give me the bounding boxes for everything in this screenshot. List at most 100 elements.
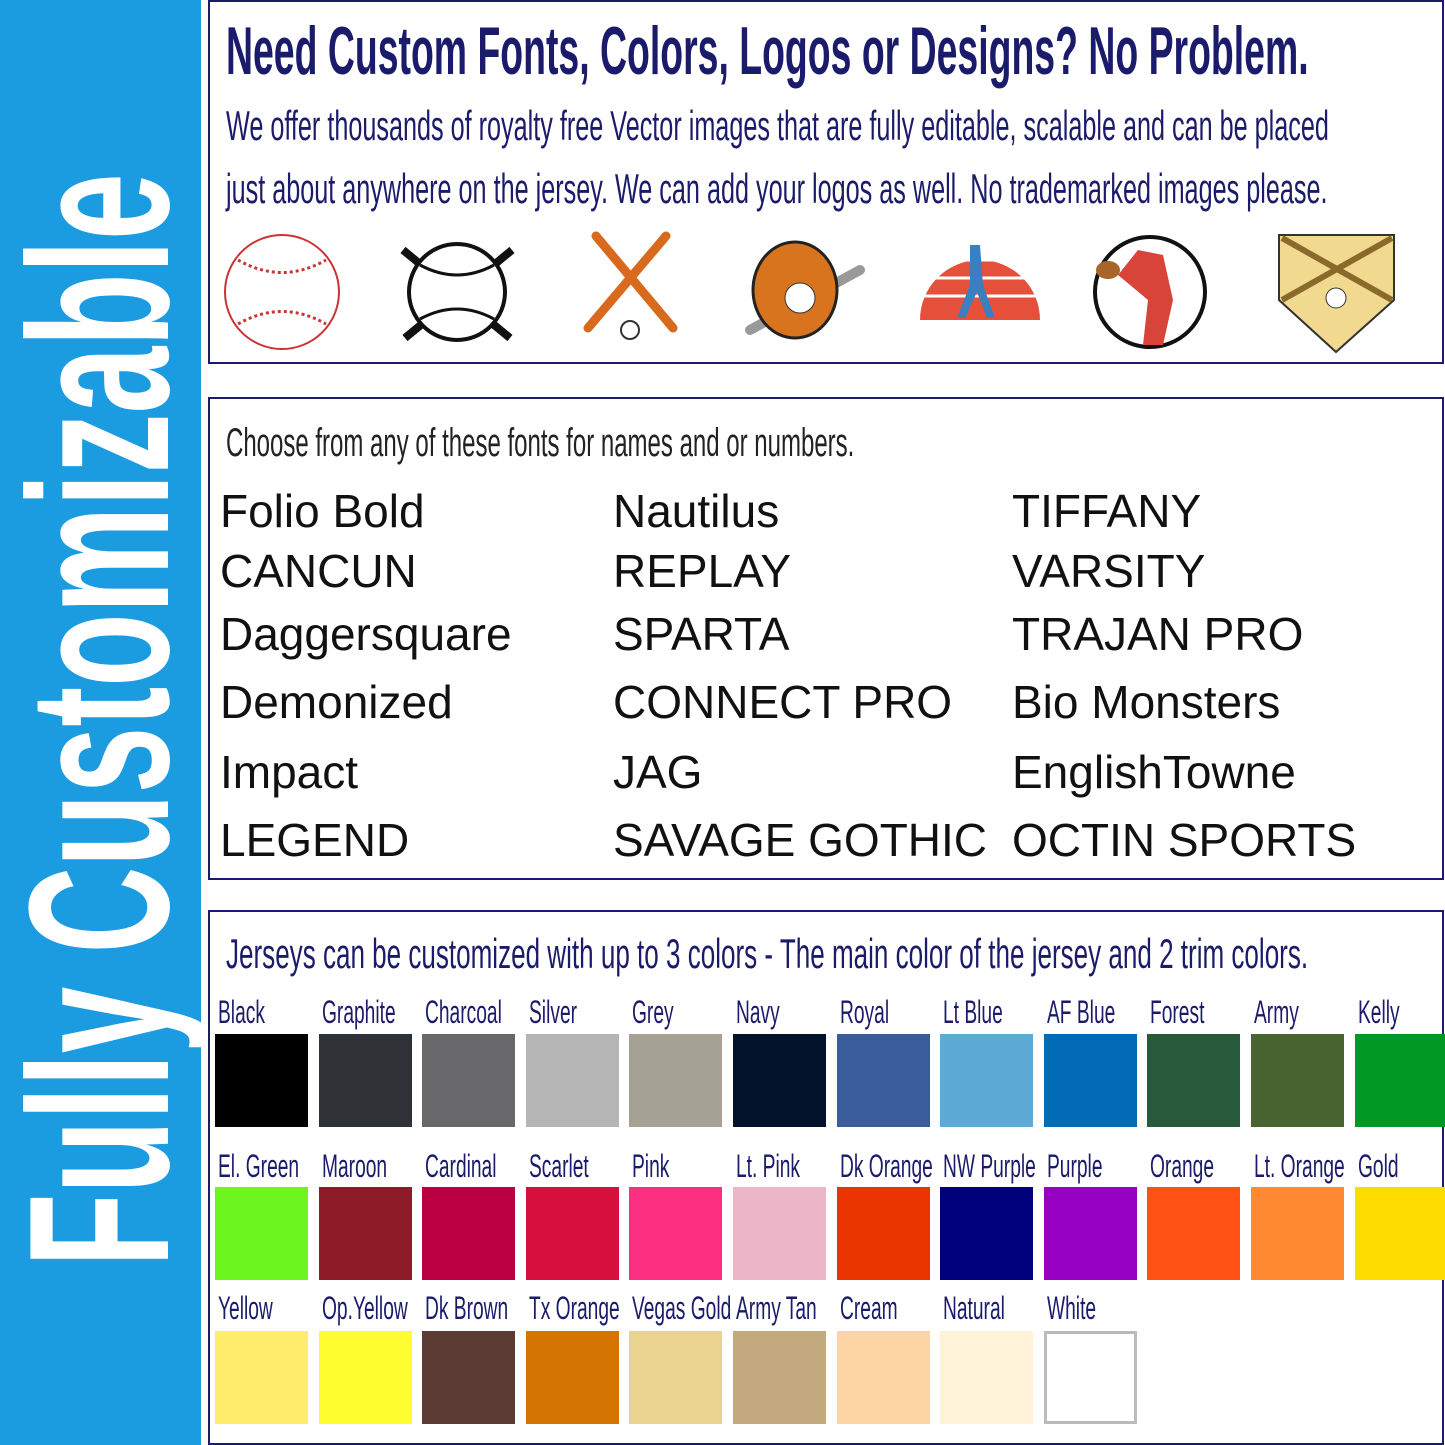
color-label: Vegas Gold — [632, 1290, 732, 1326]
color-swatch — [733, 1187, 826, 1280]
font-sample: CANCUN — [220, 545, 417, 597]
color-swatch — [733, 1034, 826, 1127]
font-sample: SAVAGE GOTHIC — [613, 814, 988, 866]
color-label: Op.Yellow — [321, 1290, 408, 1326]
colors-heading: Jerseys can be customized with up to 3 c… — [226, 930, 1309, 977]
color-label: Army — [1254, 994, 1299, 1030]
color-swatch — [422, 1034, 516, 1127]
color-label: Tx Orange — [528, 1290, 620, 1326]
color-label: Pink — [632, 1148, 670, 1184]
color-swatch — [1147, 1187, 1241, 1280]
color-swatch — [629, 1331, 723, 1424]
sidebar-banner: Fully Customizable — [0, 0, 211, 1445]
color-label: Kelly — [1357, 994, 1400, 1030]
custom-designs-panel: Need Custom Fonts, Colors, Logos or Desi… — [208, 0, 1444, 364]
glove-bat-icon — [745, 240, 865, 340]
color-label: Grey — [632, 994, 674, 1030]
description-line-1: We offer thousands of royalty free Vecto… — [226, 102, 1329, 149]
fonts-heading: Choose from any of these fonts for names… — [226, 421, 855, 465]
color-label: Maroon — [321, 1148, 387, 1184]
color-swatch — [525, 1034, 619, 1127]
description-line-2: just about anywhere on the jersey. We ca… — [226, 165, 1328, 212]
color-swatch — [836, 1331, 930, 1424]
color-swatch — [836, 1034, 930, 1127]
page-title: Need Custom Fonts, Colors, Logos or Desi… — [226, 13, 1309, 89]
font-sample: OCTIN SPORTS — [1012, 814, 1357, 866]
color-label: White — [1046, 1290, 1096, 1326]
font-sample: Demonized — [220, 676, 453, 728]
color-swatch — [525, 1331, 619, 1424]
color-swatch — [318, 1187, 412, 1280]
color-swatch — [1251, 1034, 1344, 1127]
color-label: Navy — [736, 994, 780, 1030]
color-swatch — [629, 1187, 723, 1280]
baseball-crossed-bats-icon — [400, 242, 515, 342]
color-swatch — [629, 1034, 723, 1127]
font-sample: LEGEND — [220, 814, 410, 866]
color-swatch — [836, 1187, 930, 1280]
home-plate-bats-icon — [1278, 234, 1395, 354]
color-swatch — [733, 1331, 826, 1424]
pitcher-icon — [1093, 235, 1207, 349]
color-label: Yellow — [218, 1290, 273, 1326]
color-label: Forest — [1150, 994, 1205, 1030]
crossed-bats-ball-icon — [583, 231, 678, 340]
font-sample: Nautilus — [613, 485, 780, 537]
color-swatch — [215, 1187, 308, 1280]
color-swatch — [1043, 1331, 1137, 1424]
color-swatch — [318, 1331, 412, 1424]
color-label: Royal — [839, 994, 889, 1030]
font-sample: Folio Bold — [220, 485, 425, 537]
color-swatch — [1147, 1034, 1241, 1127]
font-sample: VARSITY — [1012, 545, 1206, 597]
color-swatch — [1354, 1187, 1445, 1280]
batter-sunset-icon — [920, 245, 1040, 320]
color-swatch — [525, 1187, 619, 1280]
color-label: Natural — [943, 1290, 1006, 1326]
color-swatch — [1251, 1187, 1344, 1280]
color-label: Lt. Pink — [736, 1148, 801, 1184]
color-label: Dk Orange — [839, 1148, 933, 1184]
color-label: Black — [218, 994, 265, 1030]
color-label: Silver — [528, 994, 577, 1030]
color-label: AF Blue — [1046, 994, 1116, 1030]
font-sample: JAG — [613, 746, 703, 798]
fonts-panel: Choose from any of these fonts for names… — [208, 397, 1444, 880]
font-sample: EnglishTowne — [1012, 746, 1296, 798]
color-label: Cream — [839, 1290, 898, 1326]
font-sample: SPARTA — [613, 608, 790, 660]
font-sample: TIFFANY — [1012, 485, 1202, 537]
color-swatch — [215, 1034, 308, 1127]
color-label: NW Purple — [943, 1148, 1037, 1184]
sidebar-title: Fully Customizable — [0, 173, 211, 1267]
color-swatch — [1043, 1034, 1137, 1127]
color-swatch — [1043, 1187, 1137, 1280]
color-swatch — [1354, 1034, 1445, 1127]
color-label: Gold — [1357, 1148, 1399, 1184]
font-sample: Impact — [220, 746, 359, 798]
color-label: Purple — [1046, 1148, 1103, 1184]
baseball-icon — [224, 234, 340, 350]
color-label: Dk Brown — [425, 1290, 509, 1326]
color-label: Army Tan — [736, 1290, 817, 1326]
font-sample: Daggersquare — [220, 608, 512, 660]
color-label: Lt. Orange — [1254, 1148, 1345, 1184]
color-swatch — [940, 1034, 1034, 1127]
color-swatch — [422, 1187, 516, 1280]
font-sample: REPLAY — [613, 545, 792, 597]
color-label: Cardinal — [425, 1148, 497, 1184]
colors-panel: Jerseys can be customized with up to 3 c… — [208, 910, 1445, 1445]
font-sample: Bio Monsters — [1012, 676, 1281, 728]
color-label: Lt Blue — [943, 994, 1003, 1030]
color-swatch — [318, 1034, 412, 1127]
color-swatch — [940, 1331, 1034, 1424]
color-swatch — [940, 1187, 1034, 1280]
color-swatch — [215, 1331, 308, 1424]
color-swatch — [422, 1331, 516, 1424]
color-label: Charcoal — [425, 994, 503, 1030]
color-label: El. Green — [218, 1148, 300, 1184]
font-sample: TRAJAN PRO — [1012, 608, 1304, 660]
color-label: Orange — [1150, 1148, 1215, 1184]
color-label: Scarlet — [528, 1148, 589, 1184]
font-sample: CONNECT PRO — [613, 676, 953, 728]
